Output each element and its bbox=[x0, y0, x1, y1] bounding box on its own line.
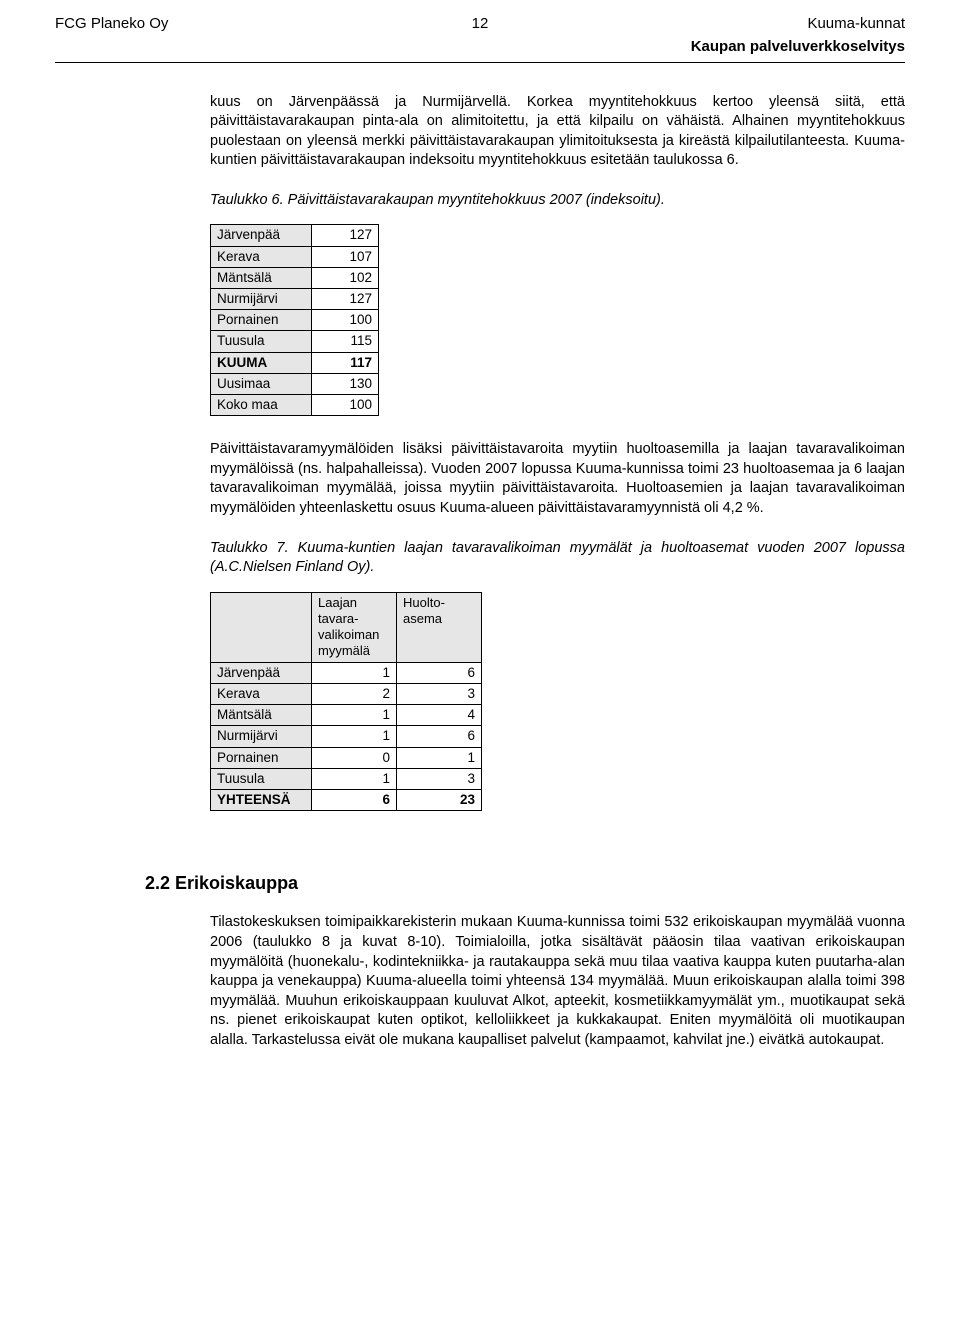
table-row-value: 6 bbox=[397, 662, 482, 683]
table-row-label: Mäntsälä bbox=[211, 267, 312, 288]
page-header: FCG Planeko Oy 12 Kuuma-kunnat bbox=[0, 0, 960, 37]
table-row-value: 6 bbox=[312, 789, 397, 810]
table-row-value: 1 bbox=[312, 726, 397, 747]
table6-caption: Taulukko 6. Päivittäistavarakaupan myynt… bbox=[210, 191, 905, 211]
table-row-value: 2 bbox=[312, 683, 397, 704]
table-row-value: 115 bbox=[312, 331, 379, 352]
table-row-value: 100 bbox=[312, 310, 379, 331]
header-rule bbox=[55, 62, 905, 63]
table-row-value: 117 bbox=[312, 352, 379, 373]
table-row-value: 1 bbox=[312, 705, 397, 726]
table-row-label: Pornainen bbox=[211, 747, 312, 768]
table-row-label: Koko maa bbox=[211, 395, 312, 416]
table7: Laajantavara-valikoimanmyymäläHuolto-ase… bbox=[210, 592, 482, 812]
table-row-value: 1 bbox=[397, 747, 482, 768]
table-row-label: Mäntsälä bbox=[211, 705, 312, 726]
table7-caption: Taulukko 7. Kuuma-kuntien laajan tavarav… bbox=[210, 539, 905, 578]
table7-col1-header: Laajantavara-valikoimanmyymälä bbox=[312, 592, 397, 662]
header-left: FCG Planeko Oy bbox=[55, 14, 472, 34]
body-content: kuus on Järvenpäässä ja Nurmijärvellä. K… bbox=[210, 93, 905, 1051]
section-heading-2-2: 2.2 Erikoiskauppa bbox=[145, 871, 905, 895]
table-row-label: KUUMA bbox=[211, 352, 312, 373]
table-row-label: Tuusula bbox=[211, 331, 312, 352]
table-row-label: Järvenpää bbox=[211, 662, 312, 683]
header-subtitle: Kaupan palveluverkkoselvitys bbox=[0, 37, 960, 61]
table-row-value: 3 bbox=[397, 768, 482, 789]
table-row-value: 23 bbox=[397, 789, 482, 810]
paragraph-2: Päivittäistavaramyymälöiden lisäksi päiv… bbox=[210, 440, 905, 518]
paragraph-intro: kuus on Järvenpäässä ja Nurmijärvellä. K… bbox=[210, 93, 905, 171]
table-row-value: 4 bbox=[397, 705, 482, 726]
table-row-value: 100 bbox=[312, 395, 379, 416]
table-row-value: 127 bbox=[312, 288, 379, 309]
table-row-label: YHTEENSÄ bbox=[211, 789, 312, 810]
table-row-value: 130 bbox=[312, 373, 379, 394]
table-row-label: Nurmijärvi bbox=[211, 726, 312, 747]
header-right: Kuuma-kunnat bbox=[488, 14, 905, 34]
table-row-value: 1 bbox=[312, 768, 397, 789]
table-row-label: Tuusula bbox=[211, 768, 312, 789]
table-row-label: Uusimaa bbox=[211, 373, 312, 394]
table7-col2-header: Huolto-asema bbox=[397, 592, 482, 662]
table-row-label: Pornainen bbox=[211, 310, 312, 331]
page-number: 12 bbox=[472, 14, 489, 34]
table-row-value: 102 bbox=[312, 267, 379, 288]
table-row-label: Järvenpää bbox=[211, 225, 312, 246]
paragraph-3: Tilastokeskuksen toimipaikkarekisterin m… bbox=[210, 913, 905, 1050]
table-row-value: 6 bbox=[397, 726, 482, 747]
table-row-value: 107 bbox=[312, 246, 379, 267]
table-row-label: Kerava bbox=[211, 246, 312, 267]
table-row-value: 1 bbox=[312, 662, 397, 683]
table6: Järvenpää127Kerava107Mäntsälä102Nurmijär… bbox=[210, 224, 379, 416]
table-row-label: Nurmijärvi bbox=[211, 288, 312, 309]
table-row-value: 0 bbox=[312, 747, 397, 768]
table-row-value: 127 bbox=[312, 225, 379, 246]
table-row-label: Kerava bbox=[211, 683, 312, 704]
table-row-value: 3 bbox=[397, 683, 482, 704]
